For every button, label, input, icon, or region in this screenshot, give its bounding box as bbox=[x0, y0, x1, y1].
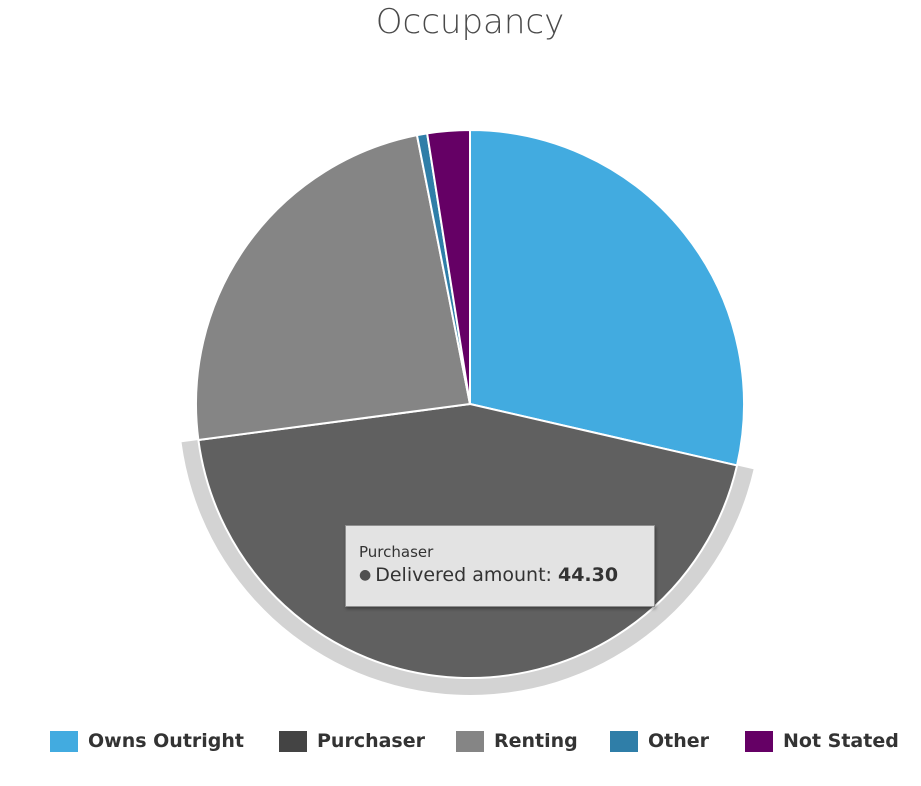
legend-item-purchaser[interactable]: Purchaser bbox=[279, 728, 425, 754]
legend-label: Not Stated bbox=[783, 730, 899, 752]
legend-item-renting[interactable]: Renting bbox=[456, 728, 578, 754]
pie-slice-owns-outright[interactable] bbox=[469, 129, 745, 467]
legend-swatch bbox=[745, 730, 773, 752]
tooltip-series-label: Delivered amount: bbox=[375, 564, 552, 586]
pie-slice-renting[interactable] bbox=[195, 134, 471, 442]
series-dot-icon: ● bbox=[359, 567, 372, 583]
legend-item-other[interactable]: Other bbox=[610, 728, 709, 754]
tooltip: Purchaser ● Delivered amount: 44.30 bbox=[345, 525, 655, 607]
legend-swatch bbox=[456, 730, 484, 752]
tooltip-value: 44.30 bbox=[557, 564, 619, 586]
legend-swatch bbox=[610, 730, 638, 752]
legend-label: Other bbox=[648, 730, 710, 752]
legend-item-owns-outright[interactable]: Owns Outright bbox=[50, 728, 244, 754]
legend-swatch bbox=[279, 730, 307, 752]
chart-legend: Owns Outright Purchaser Renting Other No… bbox=[0, 728, 921, 758]
legend-label: Renting bbox=[494, 730, 578, 752]
legend-item-not-stated[interactable]: Not Stated bbox=[745, 728, 899, 754]
pie-slice-not-stated[interactable] bbox=[426, 129, 471, 405]
legend-swatch bbox=[50, 730, 78, 752]
tooltip-header: Purchaser bbox=[359, 543, 434, 561]
chart-title: Occupancy bbox=[376, 2, 564, 42]
legend-label: Owns Outright bbox=[88, 730, 245, 752]
tooltip-line: ● Delivered amount: 44.30 bbox=[359, 562, 654, 588]
legend-label: Purchaser bbox=[317, 730, 425, 752]
